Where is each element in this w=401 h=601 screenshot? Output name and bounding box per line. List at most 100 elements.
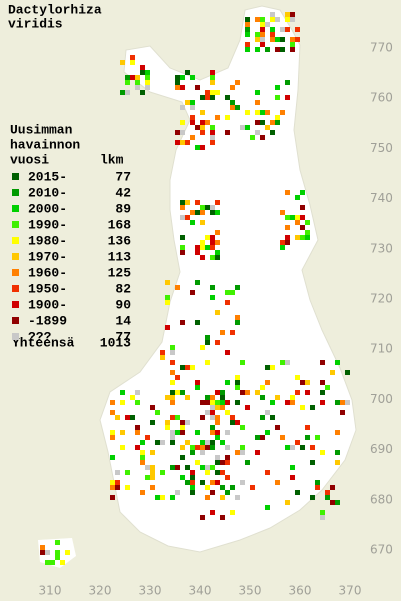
observation-square [200,400,205,405]
observation-square [195,445,200,450]
observation-square [205,360,210,365]
observation-square [195,85,200,90]
observation-square [190,290,195,295]
legend-label: -1899 [28,313,67,328]
observation-square [235,80,240,85]
observation-square [320,390,325,395]
observation-square [335,450,340,455]
observation-square [275,85,280,90]
y-coordinate-label: 670 [370,543,393,557]
observation-square [310,445,315,450]
observation-square [215,460,220,465]
observation-square [210,425,215,430]
observation-square [125,485,130,490]
observation-square [185,440,190,445]
observation-square [160,495,165,500]
observation-square [265,47,270,52]
observation-square [215,250,220,255]
observation-square [190,135,195,140]
observation-square [130,55,135,60]
observation-square [200,220,205,225]
observation-square [200,415,205,420]
observation-square [215,90,220,95]
observation-square [215,240,220,245]
observation-square [320,400,325,405]
observation-square [140,70,145,75]
observation-square [200,130,205,135]
observation-square [120,390,125,395]
observation-square [290,215,295,220]
observation-square [260,415,265,420]
observation-square [175,465,180,470]
observation-square [175,430,180,435]
observation-square [115,480,120,485]
observation-square [295,490,300,495]
observation-square [335,360,340,365]
legend-label: 1990- [28,217,67,232]
legend-swatch [12,173,19,180]
observation-square [170,395,175,400]
observation-square [335,400,340,405]
observation-square [170,430,175,435]
observation-square [230,420,235,425]
observation-square [290,17,295,22]
legend-swatch [12,237,19,244]
observation-square [190,220,195,225]
observation-square [260,385,265,390]
observation-square [305,235,310,240]
observation-square [260,110,265,115]
observation-square [335,430,340,435]
legend-label: 1980- [28,233,67,248]
observation-square [265,110,270,115]
observation-square [125,90,130,95]
legend-header: havainnon [10,137,80,152]
observation-square [305,230,310,235]
observation-square [305,435,310,440]
observation-square [225,460,230,465]
observation-square [205,120,210,125]
observation-square [285,500,290,505]
observation-square [215,405,220,410]
observation-square [275,17,280,22]
observation-square [240,445,245,450]
observation-square [120,60,125,65]
observation-square [195,430,200,435]
observation-square [230,290,235,295]
observation-square [115,485,120,490]
observation-square [225,475,230,480]
observation-square [260,17,265,22]
observation-square [120,445,125,450]
observation-square [170,400,175,405]
observation-square [290,465,295,470]
observation-square [180,455,185,460]
legend-header: Uusimman [10,122,73,137]
observation-square [245,27,250,32]
observation-square [175,490,180,495]
legend-swatch [12,205,19,212]
observation-square [185,70,190,75]
observation-square [150,465,155,470]
observation-square [120,400,125,405]
observation-square [230,330,235,335]
observation-square [110,480,115,485]
observation-square [340,400,345,405]
observation-square [200,450,205,455]
y-coordinate-label: 700 [370,392,393,406]
observation-square [320,515,325,520]
observation-square [150,420,155,425]
observation-square [235,450,240,455]
y-coordinate-label: 730 [370,241,393,255]
observation-square [220,515,225,520]
observation-square [255,17,260,22]
observation-square [170,415,175,420]
observation-square [205,465,210,470]
observation-square [210,140,215,145]
observation-square [170,380,175,385]
observation-square [255,37,260,42]
observation-square [270,400,275,405]
observation-square [190,75,195,80]
observation-square [195,385,200,390]
observation-square [290,475,295,480]
observation-square [280,47,285,52]
